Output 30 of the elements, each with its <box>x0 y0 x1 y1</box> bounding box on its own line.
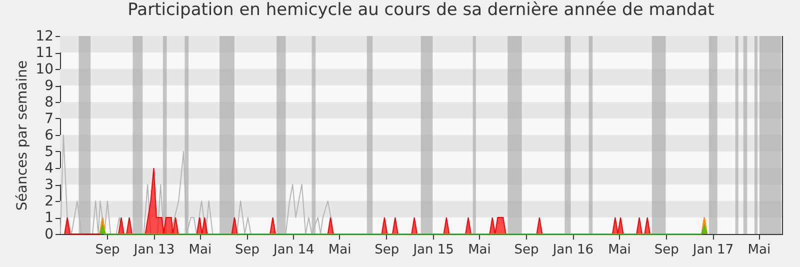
x-tick-label: Jan 17 <box>692 242 734 258</box>
x-tick-label: Mai <box>188 242 212 258</box>
y-tick-label: 5 <box>44 144 54 160</box>
y-tick-label: 1 <box>44 210 54 226</box>
y-tick-label: 11 <box>36 45 54 61</box>
y-tick-label: 3 <box>44 177 54 193</box>
x-tick-label: Mai <box>748 242 771 258</box>
y-tick-label: 10 <box>36 62 54 78</box>
y-tick-label: 0 <box>44 226 54 242</box>
y-tick-label: 12 <box>36 28 54 44</box>
x-tick-label: Mai <box>328 242 352 258</box>
x-tick-label: Jan 14 <box>272 242 314 258</box>
y-axis-title: Séances par semaine <box>14 60 31 211</box>
x-tick-label: Jan 13 <box>132 242 175 258</box>
chart-title: Participation en hemicycle au cours de sa dernière année de mandat <box>128 0 715 20</box>
y-tick-label: 8 <box>44 94 54 110</box>
x-tick-label: Mai <box>608 242 631 258</box>
x-tick-label: Sep <box>374 242 400 258</box>
y-tick-label: 7 <box>44 111 54 127</box>
x-tick-label: Sep <box>95 242 120 258</box>
x-tick-label: Mai <box>468 242 491 258</box>
y-tick-label: 6 <box>44 128 54 144</box>
y-tick-label: 9 <box>44 78 54 94</box>
x-tick-label: Sep <box>654 242 679 258</box>
x-tick-label: Jan 16 <box>552 242 594 258</box>
y-tick-label: 4 <box>44 160 54 176</box>
x-tick-label: Jan 15 <box>412 242 454 258</box>
x-tick-label: Sep <box>234 242 260 258</box>
y-tick-label: 2 <box>44 194 54 210</box>
x-tick-label: Sep <box>514 242 539 258</box>
